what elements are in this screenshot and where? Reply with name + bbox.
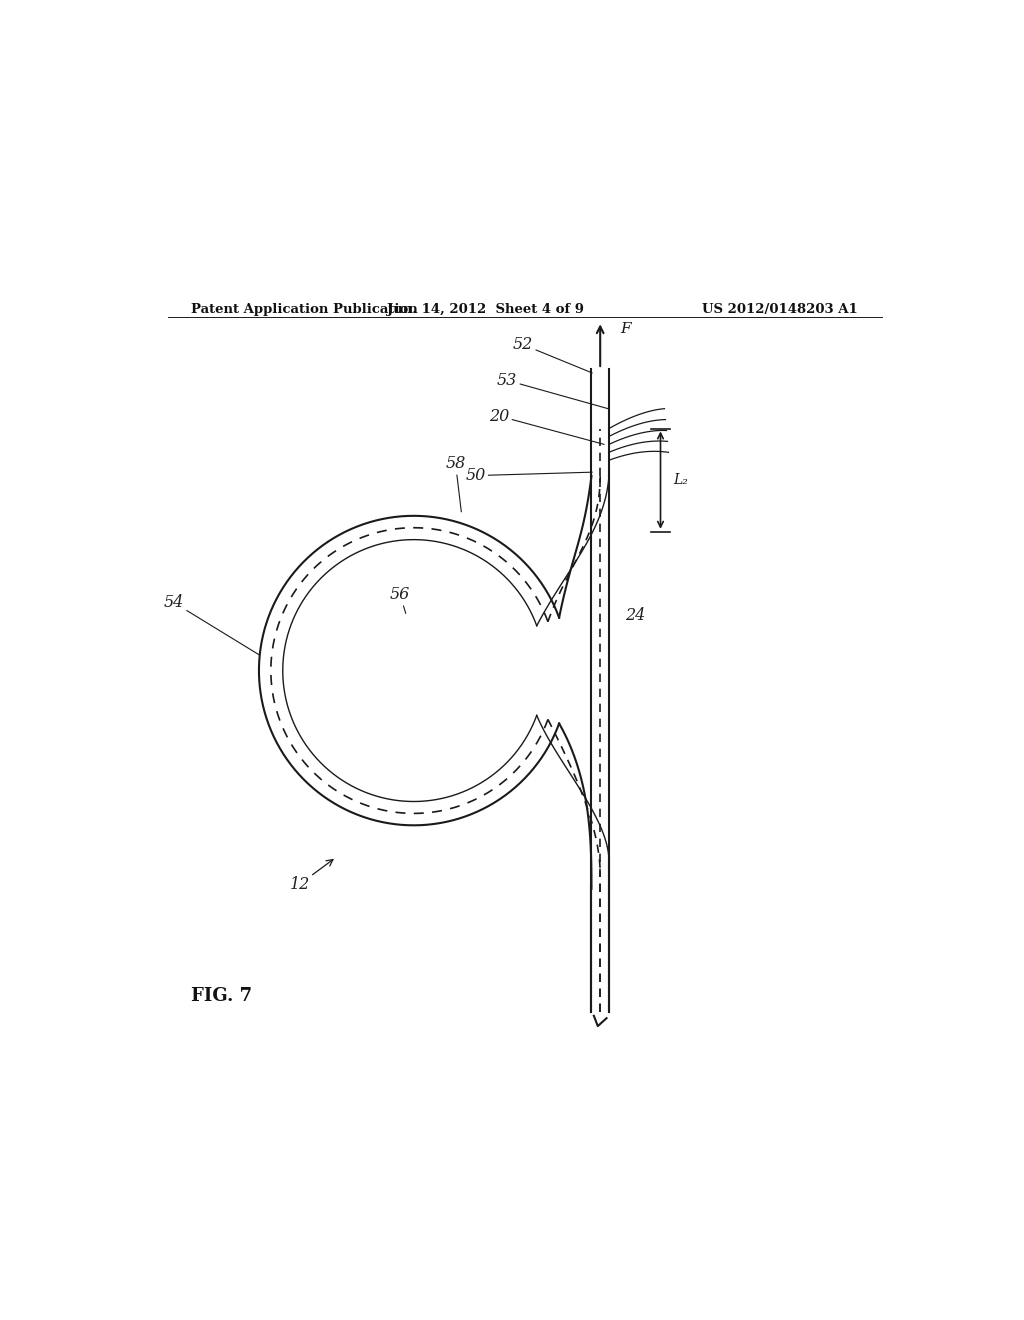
- Text: 52: 52: [513, 337, 592, 374]
- Text: 50: 50: [465, 467, 592, 484]
- Text: 58: 58: [445, 455, 466, 512]
- Text: F: F: [620, 322, 631, 337]
- Text: L₂: L₂: [673, 473, 688, 487]
- Text: 54: 54: [164, 594, 259, 655]
- Text: FIG. 7: FIG. 7: [191, 987, 253, 1005]
- Text: 20: 20: [489, 408, 604, 445]
- Text: 24: 24: [625, 606, 645, 623]
- Text: 12: 12: [290, 859, 333, 892]
- Text: Patent Application Publication: Patent Application Publication: [191, 304, 418, 315]
- Text: 53: 53: [497, 372, 608, 409]
- Text: 56: 56: [390, 586, 411, 614]
- Text: US 2012/0148203 A1: US 2012/0148203 A1: [702, 304, 858, 315]
- Text: Jun. 14, 2012  Sheet 4 of 9: Jun. 14, 2012 Sheet 4 of 9: [387, 304, 584, 315]
